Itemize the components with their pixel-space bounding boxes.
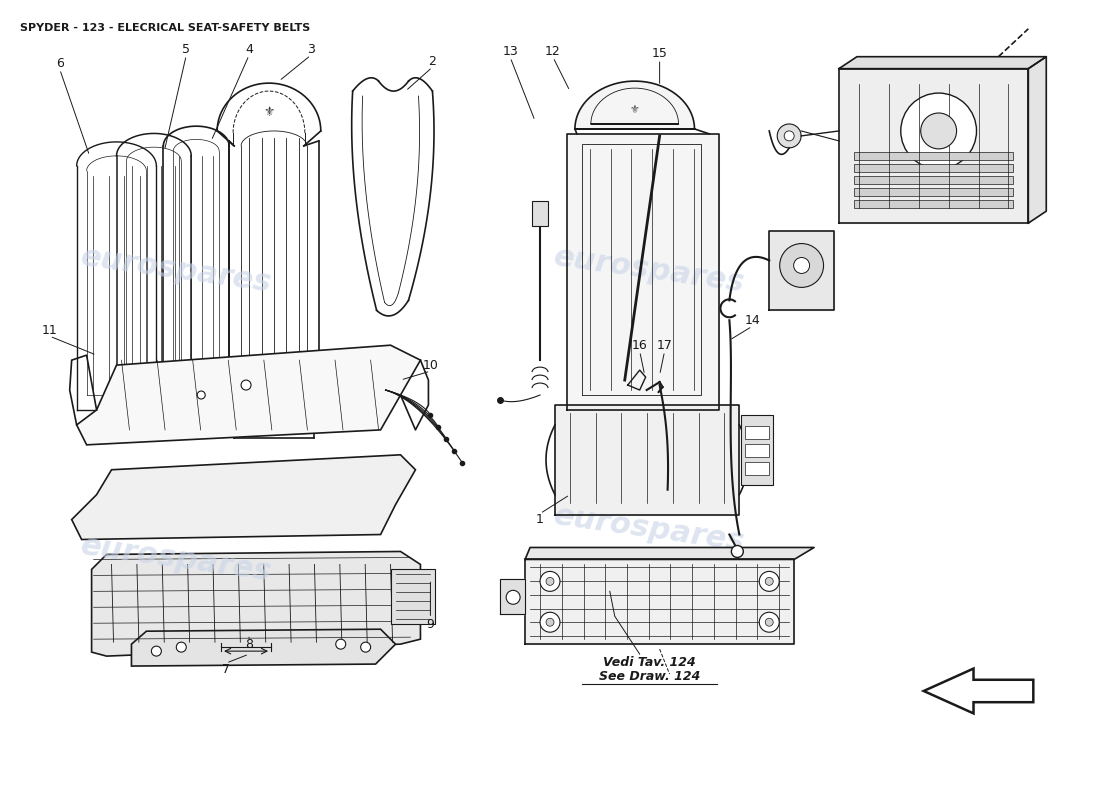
Text: eurospares: eurospares [552,502,747,558]
Text: eurospares: eurospares [79,532,274,587]
Polygon shape [556,405,739,514]
Circle shape [794,258,810,274]
Circle shape [780,243,824,287]
Text: 11: 11 [42,324,57,337]
Text: 8: 8 [245,638,253,650]
Bar [854,152,1013,160]
Text: See Draw. 124: See Draw. 124 [600,670,701,682]
Circle shape [540,571,560,591]
Circle shape [336,639,345,649]
Circle shape [784,131,794,141]
Polygon shape [575,81,694,129]
Text: 12: 12 [546,45,561,58]
Text: eurospares: eurospares [79,242,274,298]
Bar [746,444,769,457]
Circle shape [540,612,560,632]
Polygon shape [924,669,1033,714]
Polygon shape [91,551,420,656]
Polygon shape [566,134,719,410]
Text: 10: 10 [422,358,439,372]
Circle shape [759,612,779,632]
Circle shape [241,380,251,390]
Circle shape [759,571,779,591]
Circle shape [732,546,744,558]
Circle shape [176,642,186,652]
Bar [854,164,1013,172]
Text: eurospares: eurospares [552,242,747,298]
Circle shape [152,646,162,656]
Polygon shape [72,455,416,539]
Text: Vedi Tav. 124: Vedi Tav. 124 [603,655,696,669]
Circle shape [766,578,773,586]
Text: 14: 14 [745,314,760,326]
Polygon shape [1028,57,1046,223]
Bar [854,188,1013,196]
Polygon shape [525,559,794,644]
Polygon shape [500,579,525,614]
Polygon shape [839,69,1028,223]
Circle shape [546,578,554,586]
Bar [854,200,1013,208]
Polygon shape [525,547,814,559]
Text: 13: 13 [503,45,518,58]
Circle shape [506,590,520,604]
Text: 15: 15 [651,46,668,60]
Polygon shape [132,630,396,666]
Circle shape [901,93,977,169]
Polygon shape [769,230,834,310]
Text: 3: 3 [307,42,315,56]
Circle shape [546,618,554,626]
Circle shape [766,618,773,626]
Text: 1: 1 [536,513,544,526]
Bar [741,415,773,485]
Text: 2: 2 [429,54,437,68]
Text: 9: 9 [427,618,434,630]
Text: 6: 6 [56,57,64,70]
Polygon shape [839,57,1046,69]
Bar [746,426,769,439]
Bar [854,176,1013,184]
Bar [390,570,436,624]
Text: 4: 4 [245,42,253,56]
Text: 17: 17 [657,338,672,352]
Text: SPYDER - 123 - ELECRICAL SEAT-SAFETY BELTS: SPYDER - 123 - ELECRICAL SEAT-SAFETY BEL… [20,23,310,34]
Text: ⚜: ⚜ [263,106,275,118]
Text: 5: 5 [183,42,190,56]
Circle shape [778,124,801,148]
Bar [532,201,548,226]
Polygon shape [77,345,420,445]
Text: ⚜: ⚜ [629,105,640,115]
Text: 16: 16 [631,338,648,352]
Text: 7: 7 [222,662,230,675]
Circle shape [921,113,957,149]
Bar [746,462,769,474]
Circle shape [197,391,206,399]
Circle shape [361,642,371,652]
